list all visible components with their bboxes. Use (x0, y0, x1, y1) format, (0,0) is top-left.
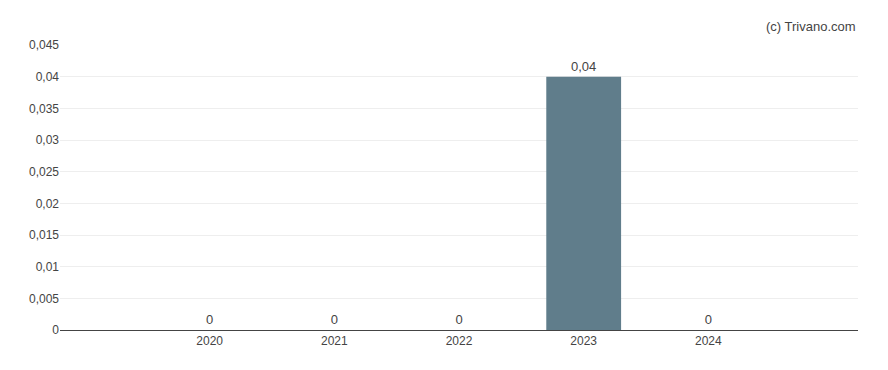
svg-text:2024: 2024 (695, 334, 722, 348)
svg-text:2021: 2021 (321, 334, 348, 348)
svg-text:0,035: 0,035 (29, 102, 59, 116)
svg-text:0,01: 0,01 (36, 260, 60, 274)
svg-text:0: 0 (705, 312, 712, 327)
svg-text:0: 0 (206, 312, 213, 327)
svg-text:0,025: 0,025 (29, 165, 59, 179)
svg-text:2023: 2023 (570, 334, 597, 348)
svg-text:0: 0 (331, 312, 338, 327)
svg-text:0: 0 (52, 323, 59, 337)
svg-text:0,04: 0,04 (571, 59, 596, 74)
svg-text:0,04: 0,04 (36, 70, 60, 84)
svg-text:0,005: 0,005 (29, 292, 59, 306)
svg-text:2022: 2022 (446, 334, 473, 348)
svg-text:(c) Trivano.com: (c) Trivano.com (766, 19, 856, 34)
svg-text:0,02: 0,02 (36, 197, 60, 211)
svg-text:0: 0 (455, 312, 462, 327)
svg-text:0,015: 0,015 (29, 228, 59, 242)
svg-text:0,03: 0,03 (36, 133, 60, 147)
svg-text:0,045: 0,045 (29, 38, 59, 52)
svg-text:2020: 2020 (196, 334, 223, 348)
